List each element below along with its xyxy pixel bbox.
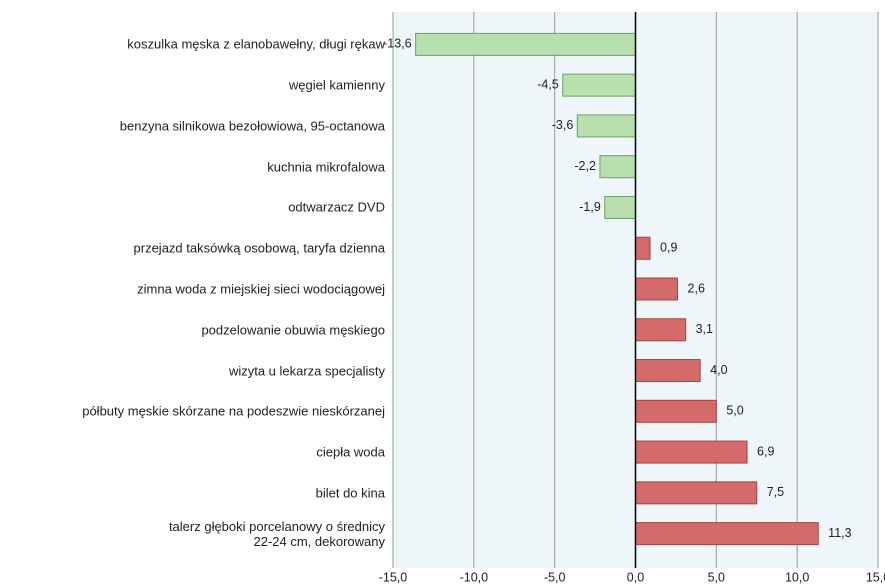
bar: [415, 32, 636, 56]
value-label: 6,9: [757, 444, 774, 458]
value-label: -1,9: [579, 200, 601, 214]
x-tick-label: -5,0: [544, 570, 566, 584]
value-label: 2,6: [688, 281, 705, 295]
bar: [599, 155, 637, 179]
category-label: bilet do kina: [315, 485, 385, 501]
bar: [635, 318, 687, 342]
category-label: wizyta u lekarza specjalisty: [228, 363, 385, 379]
category-label: kuchnia mikrofalowa: [267, 159, 385, 175]
category-label: węgiel kamienny: [288, 77, 385, 93]
x-tick-label: -15,0: [379, 570, 408, 584]
bar: [635, 359, 701, 383]
x-tick-label: -10,0: [460, 570, 489, 584]
category-label: przejazd taksówką osobową, taryfa dzienn…: [133, 240, 385, 256]
category-label: ciepła woda: [316, 444, 385, 460]
value-label: -13,6: [383, 37, 412, 51]
bar: [635, 481, 758, 505]
bar: [635, 277, 679, 301]
x-tick-label: 5,0: [708, 570, 725, 584]
x-tick-label: 15,0: [866, 570, 885, 584]
bar: [635, 440, 748, 464]
category-label: koszulka męska z elanobawełny, długi ręk…: [127, 36, 385, 52]
value-label: 11,3: [828, 526, 851, 540]
value-label: 3,1: [696, 322, 713, 336]
bar: [562, 73, 636, 97]
bar: [635, 522, 819, 546]
x-tick-label: 10,0: [785, 570, 809, 584]
bar: [635, 236, 651, 260]
category-label: odtwarzacz DVD: [288, 199, 385, 215]
category-label: podzelowanie obuwia męskiego: [201, 322, 385, 338]
category-label: półbuty męskie skórzane na podeszwie nie…: [82, 403, 385, 419]
x-tick-label: 0,0: [627, 570, 644, 584]
value-label: 0,9: [660, 241, 677, 255]
category-label: benzyna silnikowa bezołowiowa, 95-octano…: [119, 118, 385, 134]
value-label: -3,6: [552, 118, 574, 132]
value-label: -2,2: [574, 159, 596, 173]
category-label: zimna woda z miejskiej sieci wodociągowe…: [137, 281, 385, 297]
bar: [635, 399, 717, 423]
category-label: talerz głęboki porcelanowy o średnicy 22…: [168, 518, 385, 549]
bar: [604, 195, 636, 219]
value-label: 4,0: [710, 363, 727, 377]
value-label: -4,5: [537, 77, 559, 91]
value-label: 5,0: [726, 404, 743, 418]
bar: [576, 114, 636, 138]
value-label: 7,5: [767, 485, 784, 499]
